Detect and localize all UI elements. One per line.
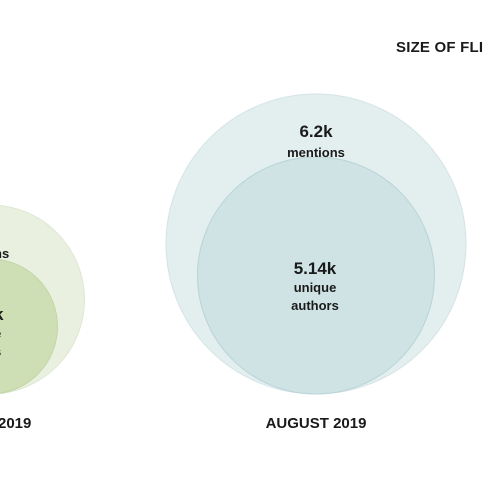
group-right: 6.2k mentions 5.14k unique authors AUGUS… <box>165 93 467 432</box>
right-period-label: AUGUST 2019 <box>266 415 367 432</box>
left-outer-caption-line-1: ns <box>0 246 9 261</box>
group-left: ns k e s 2019 <box>0 205 85 432</box>
right-inner-caption-line-1: unique <box>294 280 337 295</box>
right-outer-value-label: 6.2k <box>299 122 333 141</box>
left-inner-value-label: k <box>0 305 4 324</box>
left-inner-caption-line-1: e <box>0 326 1 341</box>
right-inner-caption-line-2: authors <box>291 298 339 313</box>
right-inner-value-label: 5.14k <box>294 259 337 278</box>
left-period-label: 2019 <box>0 415 31 432</box>
right-outer-caption-line-1: mentions <box>287 145 345 160</box>
left-inner-circle <box>0 259 58 394</box>
chart-title: SIZE OF FLI <box>396 39 483 56</box>
right-inner-circle <box>197 156 435 395</box>
left-inner-caption-line-2: s <box>0 344 1 359</box>
